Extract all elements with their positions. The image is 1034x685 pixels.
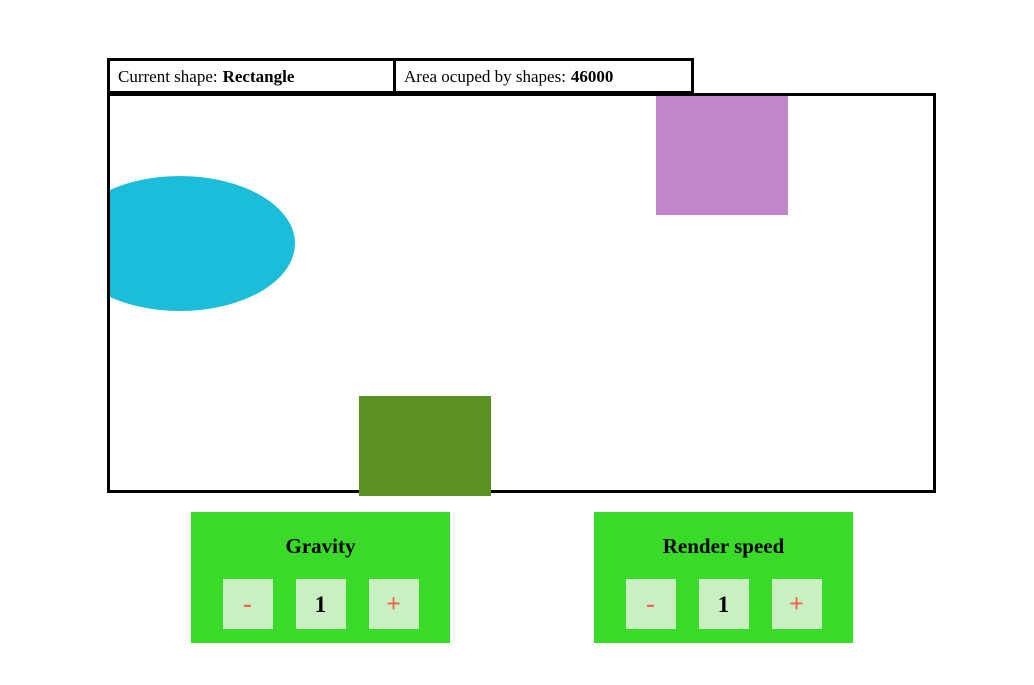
gravity-increment-button[interactable]: +: [368, 579, 419, 629]
simulation-canvas-surface: [110, 96, 933, 496]
gravity-button-row: - 1 +: [191, 579, 450, 629]
simulation-canvas[interactable]: [107, 93, 936, 496]
area-occupied-cell: Area ocuped by shapes: 46000: [396, 61, 691, 91]
area-occupied-label: Area ocuped by shapes:: [404, 66, 566, 86]
current-shape-cell: Current shape: Rectangle: [110, 61, 396, 91]
gravity-control-panel: Gravity - 1 +: [191, 512, 450, 643]
render-speed-title: Render speed: [662, 534, 785, 558]
render-speed-decrement-button[interactable]: -: [625, 579, 676, 629]
render-speed-increment-button[interactable]: +: [771, 579, 822, 629]
shape-ellipse-cyan: [110, 176, 295, 311]
shape-clip-region: [110, 96, 939, 496]
gravity-value-display[interactable]: 1: [295, 579, 346, 629]
shape-rectangle-olive: [359, 396, 491, 496]
gravity-decrement-button[interactable]: -: [222, 579, 273, 629]
area-occupied-value: 46000: [570, 66, 614, 86]
gravity-title: Gravity: [285, 534, 356, 558]
render-speed-control-panel: Render speed - 1 +: [594, 512, 853, 643]
shape-rectangle-purple: [656, 96, 788, 215]
render-speed-button-row: - 1 +: [594, 579, 853, 629]
status-bar: Current shape: Rectangle Area ocuped by …: [107, 58, 694, 94]
current-shape-label: Current shape:: [118, 66, 218, 86]
render-speed-value-display[interactable]: 1: [698, 579, 749, 629]
current-shape-value: Rectangle: [222, 66, 295, 86]
